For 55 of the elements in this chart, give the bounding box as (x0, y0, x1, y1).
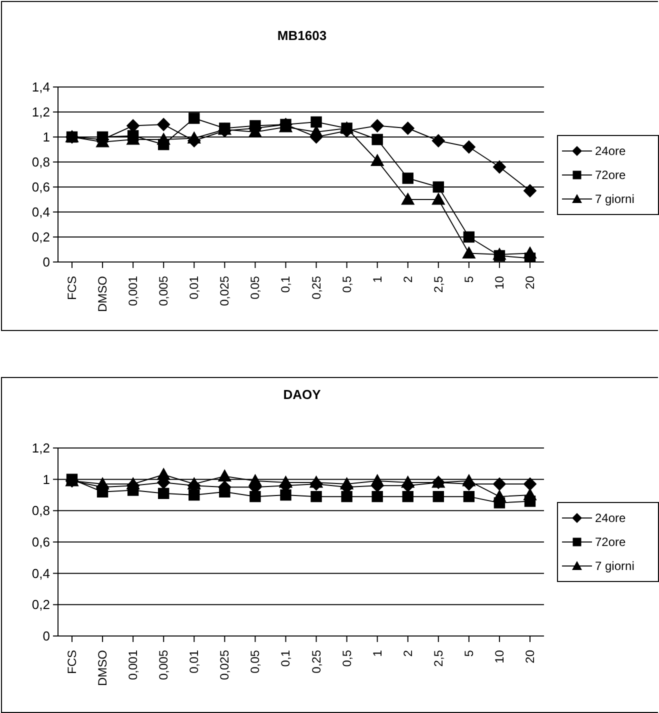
x-tick-label: 5 (462, 276, 476, 283)
y-tick-label: 0,4 (32, 204, 50, 220)
y-tick-label: 1 (42, 472, 50, 487)
legend-label: 7 giorni (595, 559, 634, 573)
x-tick-label: FCS (65, 650, 79, 674)
legend-label: 7 giorni (595, 192, 634, 206)
x-tick-label: 0,5 (340, 276, 354, 293)
y-tick-label: 0,6 (32, 534, 50, 550)
x-tick-label: 0,1 (278, 650, 293, 667)
x-tick-label: FCS (65, 276, 79, 300)
x-tick-label: DMSO (96, 276, 110, 312)
x-tick-label: 2 (400, 276, 415, 283)
y-tick-label: 1 (42, 130, 50, 144)
x-tick-label: 2 (400, 650, 415, 657)
y-tick-label: 0 (42, 628, 50, 644)
x-tick-label: 20 (523, 276, 537, 290)
x-tick-label: 0,05 (248, 276, 262, 300)
x-tick-label: 10 (492, 276, 506, 290)
x-tick-label: 0,01 (187, 650, 202, 674)
y-tick-label: 0,8 (32, 154, 50, 170)
x-tick-label: 2,5 (431, 650, 446, 667)
x-tick-label: 0,025 (218, 276, 232, 306)
y-tick-label: 0,2 (32, 597, 50, 612)
x-tick-label: 0,25 (309, 650, 324, 674)
x-tick-label: 2,5 (431, 276, 446, 293)
x-tick-label: 0,005 (156, 276, 171, 306)
y-tick-label: 0,8 (32, 503, 50, 518)
x-tick-label: 5 (462, 650, 476, 657)
x-tick-label: 0,5 (340, 650, 354, 667)
x-tick-label: 1 (370, 276, 384, 283)
x-tick-label: 20 (523, 650, 537, 664)
x-tick-label: 0,005 (156, 650, 171, 680)
y-tick-label: 1,2 (32, 440, 50, 456)
y-tick-label: 0 (42, 254, 50, 270)
y-tick-label: 1,4 (32, 80, 50, 94)
x-tick-label: 0,001 (126, 276, 140, 306)
y-tick-label: 0,4 (32, 566, 50, 581)
y-tick-label: 0,2 (32, 230, 50, 244)
x-tick-label: 0,05 (248, 650, 262, 674)
y-tick-label: 1,2 (32, 104, 50, 120)
chart-title: MB1603 (276, 28, 328, 43)
x-tick-label: 0,01 (187, 276, 202, 300)
y-tick-label: 0,6 (32, 180, 50, 194)
x-tick-label: 0,25 (309, 276, 324, 300)
x-tick-label: 0,1 (278, 276, 293, 293)
legend-label: 24ore (595, 511, 626, 525)
x-tick-label: 0,025 (218, 650, 232, 680)
legend-label: 24ore (595, 144, 626, 158)
x-tick-label: 10 (492, 650, 506, 664)
x-tick-label: 0,001 (126, 650, 140, 680)
x-tick-label: 1 (370, 650, 384, 657)
legend-label: 72ore (595, 535, 626, 549)
legend-label: 72ore (595, 168, 626, 182)
chart-title: DAOY (282, 387, 322, 402)
x-tick-label: DMSO (96, 650, 110, 686)
